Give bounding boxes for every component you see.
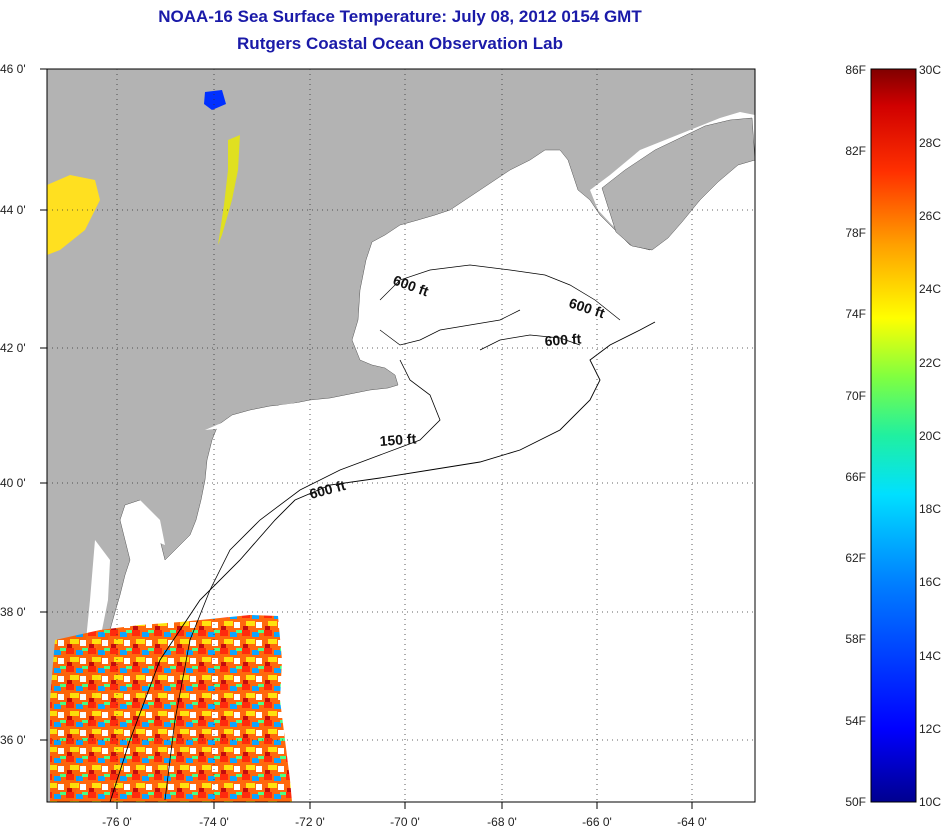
lon-label: -64 0': [677, 815, 707, 829]
map-subtitle: Rutgers Coastal Ocean Observation Lab: [237, 34, 563, 53]
colorbar-f-label: 62F: [845, 551, 866, 565]
colorbar-f-label: 78F: [845, 226, 866, 240]
lon-label: -74 0': [199, 815, 229, 829]
color-bar: [870, 68, 917, 803]
colorbar-f-label: 54F: [845, 714, 866, 728]
colorbar-f-label: 50F: [845, 795, 866, 809]
contour-label: 600 ft: [544, 330, 582, 349]
lat-label: 44 0': [0, 203, 26, 217]
nova-scotia: [601, 117, 755, 251]
colorbar-c-label: 16C: [919, 575, 941, 589]
contour-600ft-shelf: [109, 321, 656, 802]
colorbar-f-label: 58F: [845, 632, 866, 646]
map-frame: [46, 68, 756, 803]
colorbar-f-label: 66F: [845, 470, 866, 484]
colorbar-f-label: 82F: [845, 144, 866, 158]
contour-150ft: [164, 359, 441, 801]
lon-label: -70 0': [390, 815, 420, 829]
contour-gulf-of-maine: [379, 264, 621, 351]
delaware-bay: [138, 500, 165, 545]
colorbar-f-label: 86F: [845, 63, 866, 77]
lat-label: 42 0': [0, 341, 26, 355]
colorbar-f-label: 70F: [845, 389, 866, 403]
sst-patch-lake-small: [204, 90, 226, 110]
lat-label: 38 0': [0, 605, 26, 619]
graticule: [47, 69, 755, 802]
colorbar-f-label: 74F: [845, 307, 866, 321]
colorbar-c-label: 28C: [919, 136, 941, 150]
colorbar-c-label: 10C: [919, 795, 941, 809]
sst-patch-southwest: [50, 615, 292, 802]
colorbar-celsius-labels: 30C 28C 26C 24C 22C 20C 18C 16C 14C 12C …: [919, 63, 941, 809]
lon-label: -76 0': [102, 815, 132, 829]
colorbar-c-label: 30C: [919, 63, 941, 77]
map-area: [47, 69, 755, 802]
colorbar-c-label: 26C: [919, 209, 941, 223]
long-island-sound: [205, 400, 320, 430]
contour-label: 150 ft: [379, 430, 417, 449]
sst-patch-river: [218, 135, 240, 245]
map-title: NOAA-16 Sea Surface Temperature: July 08…: [158, 7, 642, 26]
lat-label: 40 0': [0, 476, 26, 490]
lon-label: -66 0': [582, 815, 612, 829]
chesapeake-bay: [86, 540, 110, 660]
colorbar-c-label: 14C: [919, 649, 941, 663]
land-mass: [47, 69, 755, 802]
colorbar-c-label: 18C: [919, 502, 941, 516]
colorbar-c-label: 20C: [919, 429, 941, 443]
axis-ticks: [40, 68, 693, 809]
lat-label: 46 0': [0, 62, 26, 76]
lon-label: -72 0': [295, 815, 325, 829]
colorbar-fahrenheit-labels: 86F 82F 78F 74F 70F 66F 62F 58F 54F 50F: [845, 63, 866, 809]
sst-patch-lake-north: [47, 175, 100, 255]
lat-label: 36 0': [0, 733, 26, 747]
colorbar-c-label: 22C: [919, 356, 941, 370]
colorbar-c-label: 12C: [919, 722, 941, 736]
lon-label: -68 0': [487, 815, 517, 829]
colorbar-c-label: 24C: [919, 282, 941, 296]
